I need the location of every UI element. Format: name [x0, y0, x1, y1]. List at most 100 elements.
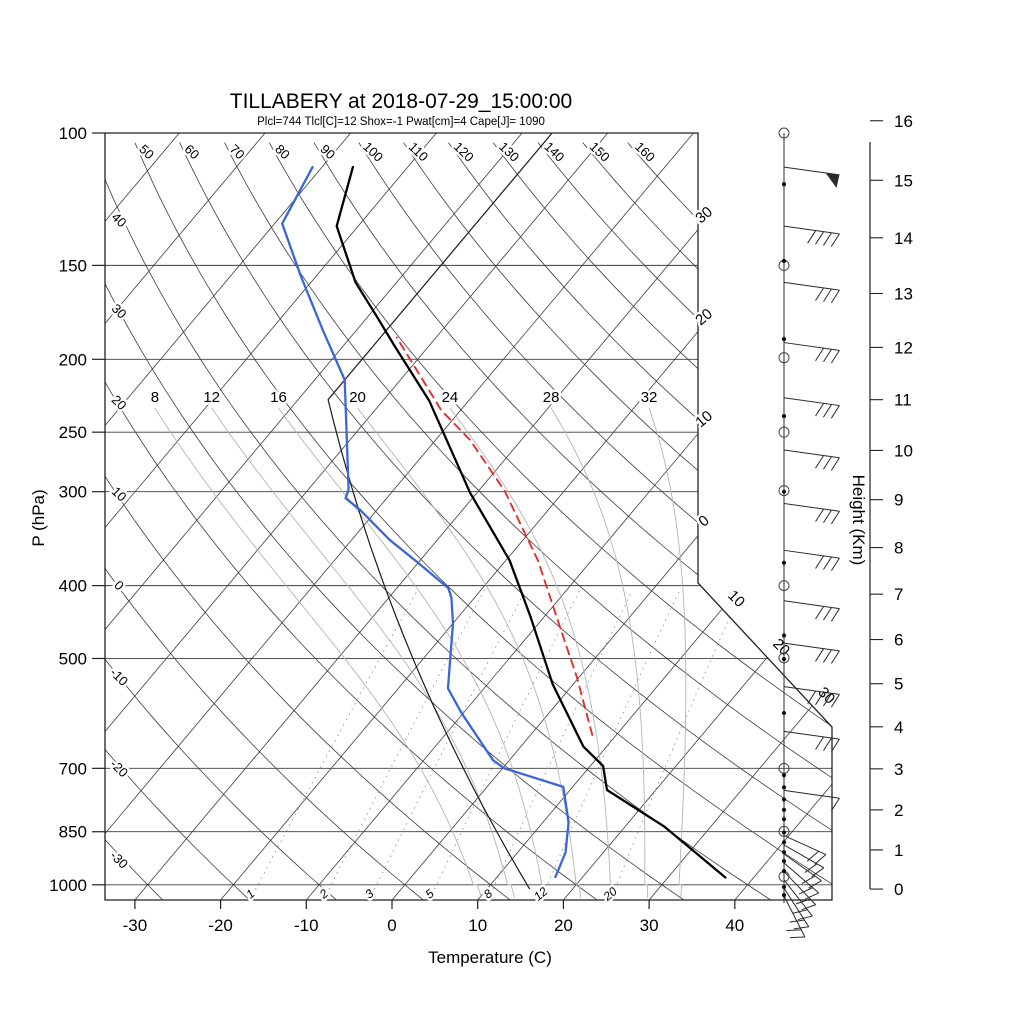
isotherm-line — [648, 133, 832, 900]
mixing-ratio-label: 20 — [600, 884, 620, 904]
wind-level-circle — [778, 352, 790, 364]
parcel-curve — [395, 336, 594, 736]
wind-barb-feather — [815, 508, 825, 522]
dry-adiabat-label-left: -10 — [107, 665, 131, 689]
mixing-ratio-line — [323, 589, 485, 900]
wind-barb-shaft — [783, 730, 840, 740]
wind-level-circle — [778, 485, 790, 497]
pressure-tick-label: 300 — [59, 483, 87, 502]
wind-level-dot — [781, 850, 787, 855]
wind-level-dot — [781, 633, 787, 638]
wind-barb-feather — [815, 555, 825, 569]
wind-barb-shaft — [783, 686, 840, 695]
chart-subtitle: Plcl=744 Tlcl[C]=12 Shox=-1 Pwat[cm]=4 C… — [257, 116, 545, 128]
wind-barb-shaft — [783, 895, 806, 938]
dry-adiabat-label-top: 150 — [587, 139, 613, 165]
pressure-tick-label: 400 — [59, 577, 87, 596]
moist-adiabat-line — [550, 407, 648, 898]
x-axis-tick-label: -10 — [294, 916, 319, 935]
x-axis-tick-label: 10 — [468, 916, 487, 935]
dry-adiabat-line — [134, 142, 832, 900]
pressure-tick-label: 250 — [59, 423, 87, 442]
wind-barb-feather — [801, 875, 816, 884]
dry-adiabat-label-left: -20 — [107, 756, 131, 780]
wind-barb-feather — [815, 347, 825, 362]
height-tick-label: 11 — [894, 391, 912, 410]
wind-barb-feather — [814, 854, 827, 865]
moist-adiabat-label: 24 — [442, 389, 459, 406]
isotherm-line — [105, 133, 266, 900]
mixing-ratio-line — [368, 589, 526, 900]
wind-barb-feather — [793, 926, 809, 930]
height-tick-label: 5 — [894, 675, 903, 694]
dry-adiabat-label-top: 100 — [360, 139, 386, 165]
wind-level-dot — [781, 892, 787, 898]
wind-barb-feather — [815, 648, 825, 662]
isotherm-label-slant: 10 — [724, 587, 748, 611]
wind-level-circle — [778, 426, 790, 438]
moist-adiabat-line — [648, 407, 687, 898]
wind-barb-shaft — [783, 342, 840, 351]
x-axis-tick-label: 0 — [387, 916, 396, 935]
x-axis-label: Temperature (C) — [428, 948, 552, 967]
pressure-tick-label: 1000 — [49, 876, 87, 895]
wind-barb-feather — [830, 797, 840, 812]
height-tick-label: 8 — [894, 539, 903, 558]
wind-barb-shaft — [783, 166, 840, 176]
wind-level-dot — [781, 797, 787, 802]
mixing-ratio-line — [610, 589, 743, 900]
dry-adiabat-label-left: 20 — [109, 392, 130, 413]
dry-adiabat-line — [448, 142, 832, 900]
dry-adiabat-label-top: 90 — [317, 141, 338, 162]
dry-adiabat-line — [105, 142, 598, 900]
wind-barb-feather — [815, 606, 825, 620]
wind-barb-feather — [830, 457, 840, 471]
wind-barb-pennant — [825, 172, 840, 188]
wind-barb-feather — [823, 607, 832, 621]
dry-adiabat-label-top: 160 — [632, 139, 658, 165]
wind-level-dot — [781, 858, 787, 864]
temperature-curve — [335, 165, 727, 879]
dry-adiabat-label-top: 70 — [227, 141, 248, 162]
pressure-tick-label: 150 — [59, 256, 87, 275]
wind-barb-feather — [797, 915, 813, 921]
isotherm-line — [105, 133, 694, 900]
isotherm-line — [391, 133, 832, 900]
wind-level-dot — [781, 817, 787, 822]
wind-level-dot — [781, 657, 787, 662]
pressure-tick-label: 200 — [59, 350, 87, 369]
dry-adiabat-line — [179, 142, 832, 900]
height-tick-label: 12 — [894, 338, 913, 357]
wind-barb-shaft — [783, 844, 825, 869]
wind-barb-shaft — [783, 549, 840, 559]
wind-barb-shaft — [783, 853, 822, 882]
wind-barb-shaft — [783, 225, 840, 235]
dry-adiabat-line — [105, 142, 337, 900]
isotherm-label-slant: 30 — [814, 684, 838, 708]
grid-line-labels: 50 60 70 80 90 100 110 120 130 140 150 160403020100… — [105, 136, 841, 906]
wind-barb-feather — [795, 898, 811, 905]
dry-adiabat-line — [268, 142, 832, 900]
wind-barb-feather — [823, 456, 832, 470]
dry-adiabat-line — [105, 142, 250, 900]
wind-barb-feather — [815, 403, 825, 417]
height-tick-label: 14 — [894, 229, 913, 248]
wind-barb-shaft — [783, 879, 813, 917]
isotherm-line — [734, 133, 832, 900]
height-axis-label: Height (Km) — [849, 475, 868, 566]
height-tick-label: 7 — [894, 585, 903, 604]
dry-adiabat-label-left: 30 — [109, 301, 130, 322]
wind-barb-shaft — [783, 281, 840, 291]
x-axis-tick-label: 20 — [554, 916, 573, 935]
height-tick-label: 10 — [894, 441, 913, 460]
dry-adiabat-label-top: 120 — [451, 139, 477, 165]
moist-adiabat-line — [357, 407, 582, 898]
wind-barb-feather — [823, 404, 832, 418]
wind-barb-feather — [823, 232, 832, 246]
dry-adiabat-label-left: -30 — [107, 848, 131, 872]
dry-adiabat-line — [105, 142, 424, 900]
dewpoint-curve — [281, 165, 570, 879]
wind-level-dot — [781, 414, 787, 419]
